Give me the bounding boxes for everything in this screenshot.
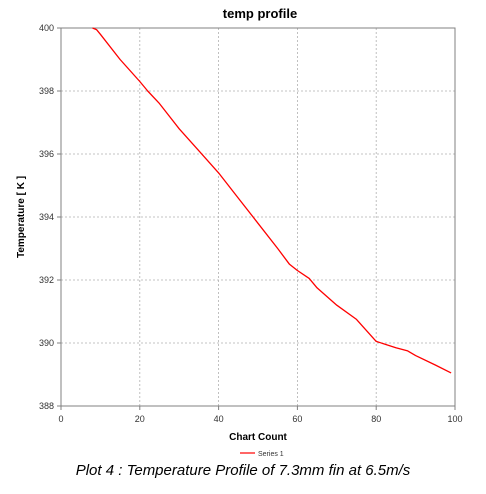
x-tick-label: 20 [135, 414, 145, 424]
x-axis: 0 20 40 60 80 100 [58, 406, 463, 424]
y-axis: 388 390 392 394 396 398 400 [39, 23, 61, 411]
temperature-chart: temp profile 0 20 40 60 80 100 388 390 392 394 39… [16, 6, 463, 458]
y-tick-label: 396 [39, 149, 54, 159]
y-tick-label: 390 [39, 338, 54, 348]
y-tick-label: 394 [39, 212, 54, 222]
legend: Series 1 [240, 451, 284, 458]
x-tick-label: 80 [371, 414, 381, 424]
series-line-1 [92, 27, 452, 374]
x-tick-label: 0 [58, 414, 63, 424]
series-layer [92, 27, 452, 374]
x-axis-title: Chart Count [229, 432, 287, 443]
x-tick-label: 40 [214, 414, 224, 424]
y-tick-label: 392 [39, 275, 54, 285]
figure-caption: Plot 4 : Temperature Profile of 7.3mm fi… [75, 462, 411, 479]
x-tick-label: 60 [292, 414, 302, 424]
grid-lines [60, 27, 456, 407]
x-tick-label: 100 [447, 414, 462, 424]
y-axis-title: Temperature [ K ] [16, 176, 27, 258]
y-tick-label: 400 [39, 23, 54, 33]
legend-label-series-1: Series 1 [258, 451, 284, 458]
y-tick-label: 388 [39, 401, 54, 411]
y-tick-label: 398 [39, 86, 54, 96]
chart-title: temp profile [223, 6, 297, 21]
